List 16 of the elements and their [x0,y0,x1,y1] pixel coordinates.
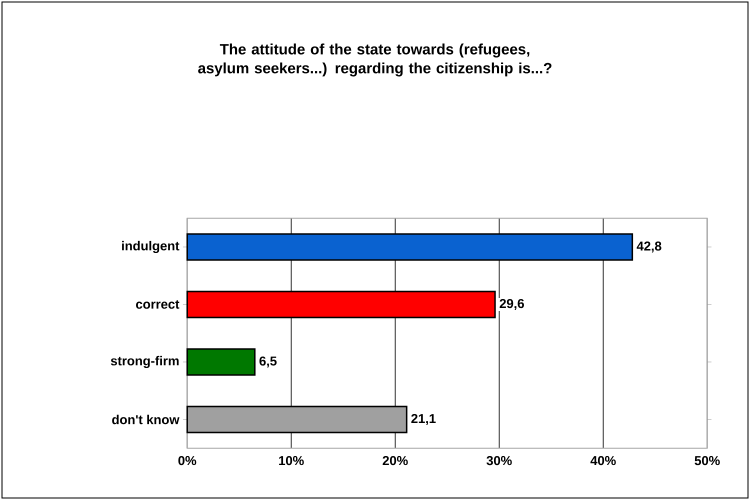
y-tick-label: correct [136,300,180,309]
y-tick-label: strong-firm [110,356,179,368]
x-tick-label: 50% [694,456,720,466]
x-tick-label: 10% [279,456,304,466]
x-tick-label: 20% [382,456,408,466]
x-tick-label: 30% [486,456,512,466]
y-tick-label: indulgent [122,240,180,254]
data-label: 42,8 [636,241,662,253]
chart-title: The attitude of the state towards (refugees, asylum seekers...) regarding the citizenship is...? [198,44,552,76]
data-label: 29,6 [500,298,524,310]
y-tick-label: don't know [112,414,180,424]
x-tick-label: 0% [178,456,196,466]
x-tick-label: 40% [590,456,616,466]
data-label: 21,1 [411,414,436,426]
bar [186,348,256,376]
data-label: 6,5 [259,356,277,368]
